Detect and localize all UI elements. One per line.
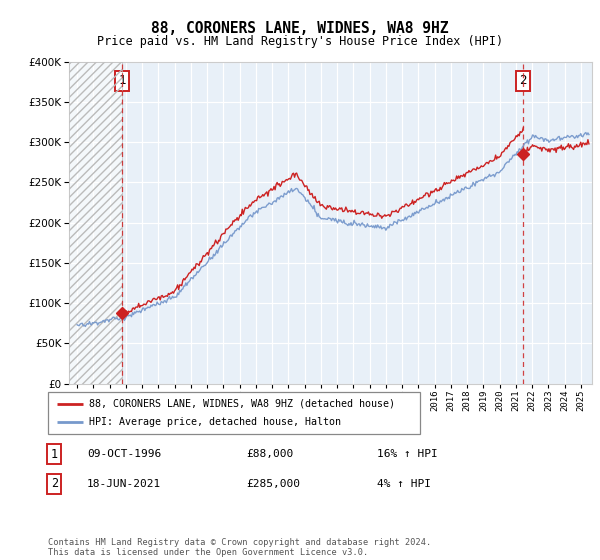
Bar xyxy=(69,62,122,384)
Text: HPI: Average price, detached house, Halton: HPI: Average price, detached house, Halt… xyxy=(89,417,341,427)
Text: Price paid vs. HM Land Registry's House Price Index (HPI): Price paid vs. HM Land Registry's House … xyxy=(97,35,503,48)
FancyBboxPatch shape xyxy=(48,392,420,434)
Text: 2: 2 xyxy=(51,477,58,491)
Text: 1: 1 xyxy=(51,447,58,461)
Text: 16% ↑ HPI: 16% ↑ HPI xyxy=(377,449,437,459)
Text: 4% ↑ HPI: 4% ↑ HPI xyxy=(377,479,431,489)
Text: 1: 1 xyxy=(118,74,126,87)
Text: 88, CORONERS LANE, WIDNES, WA8 9HZ (detached house): 88, CORONERS LANE, WIDNES, WA8 9HZ (deta… xyxy=(89,399,395,409)
Text: £285,000: £285,000 xyxy=(247,479,301,489)
Text: 2: 2 xyxy=(520,74,527,87)
Bar xyxy=(69,62,122,384)
Text: 09-OCT-1996: 09-OCT-1996 xyxy=(87,449,161,459)
Text: 88, CORONERS LANE, WIDNES, WA8 9HZ: 88, CORONERS LANE, WIDNES, WA8 9HZ xyxy=(151,21,449,36)
Text: £88,000: £88,000 xyxy=(247,449,293,459)
Text: Contains HM Land Registry data © Crown copyright and database right 2024.
This d: Contains HM Land Registry data © Crown c… xyxy=(48,538,431,557)
Text: 18-JUN-2021: 18-JUN-2021 xyxy=(87,479,161,489)
